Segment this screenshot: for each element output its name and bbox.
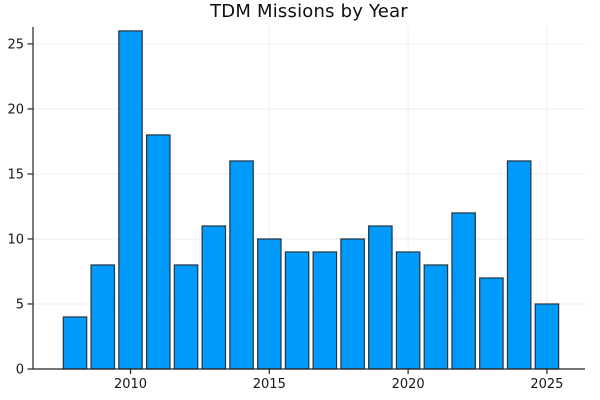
bar (118, 30, 143, 370)
x-tick-label: 2020 (392, 377, 425, 392)
bar (368, 225, 393, 370)
y-tick-label: 0 (16, 363, 24, 378)
chart-title: TDM Missions by Year (210, 1, 408, 22)
bar (62, 316, 88, 370)
y-tick-label: 25 (7, 37, 24, 52)
bars (62, 30, 560, 370)
bar (257, 238, 282, 370)
bar (534, 303, 560, 370)
x-tick-label: 2025 (530, 377, 563, 392)
x-tick-label: 2010 (114, 377, 147, 392)
y-tick-label: 5 (16, 297, 24, 312)
x-axis-ticks: 2010 2015 2020 2025 (114, 369, 563, 392)
bar (90, 264, 116, 370)
x-tick-label: 2015 (253, 377, 286, 392)
bar (229, 160, 254, 370)
y-axis-ticks: 0 5 10 15 20 25 (7, 37, 33, 378)
bar (340, 238, 365, 370)
bar (506, 160, 532, 370)
bar (173, 264, 199, 370)
bar (284, 251, 310, 370)
y-tick-label: 10 (7, 232, 24, 247)
bar (423, 264, 449, 370)
bar (312, 251, 338, 370)
bar (479, 277, 504, 370)
bar (451, 212, 476, 370)
y-tick-label: 20 (7, 102, 24, 117)
bar (201, 225, 227, 370)
bar (145, 134, 171, 370)
y-tick-label: 15 (7, 167, 24, 182)
axes (32, 27, 585, 370)
bar (395, 251, 421, 370)
